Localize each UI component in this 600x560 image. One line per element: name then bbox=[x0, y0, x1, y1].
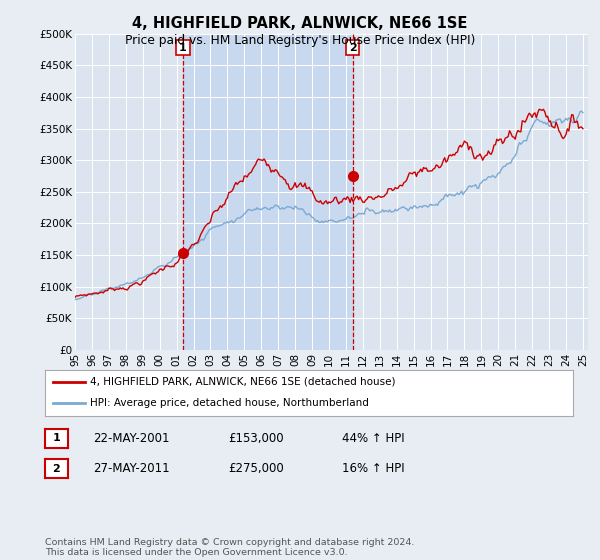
Text: HPI: Average price, detached house, Northumberland: HPI: Average price, detached house, Nort… bbox=[90, 398, 369, 408]
Text: 2: 2 bbox=[349, 43, 356, 53]
Text: 16% ↑ HPI: 16% ↑ HPI bbox=[342, 462, 404, 475]
Text: £275,000: £275,000 bbox=[228, 462, 284, 475]
Text: 4, HIGHFIELD PARK, ALNWICK, NE66 1SE: 4, HIGHFIELD PARK, ALNWICK, NE66 1SE bbox=[133, 16, 467, 31]
Text: Contains HM Land Registry data © Crown copyright and database right 2024.
This d: Contains HM Land Registry data © Crown c… bbox=[45, 538, 415, 557]
Text: 22-MAY-2001: 22-MAY-2001 bbox=[93, 432, 170, 445]
Text: 44% ↑ HPI: 44% ↑ HPI bbox=[342, 432, 404, 445]
Bar bbox=[183, 34, 353, 350]
Text: 4, HIGHFIELD PARK, ALNWICK, NE66 1SE (detached house): 4, HIGHFIELD PARK, ALNWICK, NE66 1SE (de… bbox=[90, 377, 395, 387]
Text: 1: 1 bbox=[179, 43, 187, 53]
Text: 1: 1 bbox=[53, 433, 60, 444]
Text: £153,000: £153,000 bbox=[228, 432, 284, 445]
Text: Price paid vs. HM Land Registry's House Price Index (HPI): Price paid vs. HM Land Registry's House … bbox=[125, 34, 475, 46]
Text: 2: 2 bbox=[53, 464, 60, 474]
Text: 27-MAY-2011: 27-MAY-2011 bbox=[93, 462, 170, 475]
